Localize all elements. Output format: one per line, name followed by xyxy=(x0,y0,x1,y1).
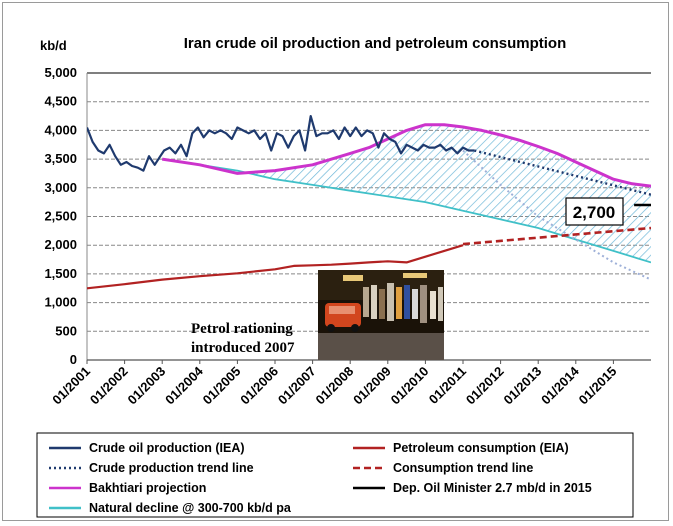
x-tick-label: 01/2009 xyxy=(350,364,394,408)
y-tick-label: 4,000 xyxy=(44,122,77,137)
legend-label: Dep. Oil Minister 2.7 mb/d in 2015 xyxy=(393,481,592,495)
x-tick-label: 01/2015 xyxy=(576,364,620,408)
legend: Crude oil production (IEA) Crude producti… xyxy=(36,432,634,518)
annotation-petrol-rationing: Petrol rationing xyxy=(191,321,293,337)
chart-canvas: Iran crude oil production and petroleum … xyxy=(36,35,651,518)
x-tick-label: 01/2005 xyxy=(200,364,244,408)
x-tick-label: 01/2011 xyxy=(426,364,469,407)
legend-label: Petroleum consumption (EIA) xyxy=(393,441,569,455)
y-axis-label: kb/d xyxy=(40,38,67,53)
callout-2700-text: 2,700 xyxy=(573,203,616,222)
y-tick-label: 3,000 xyxy=(44,180,77,195)
x-tick-label: 01/2003 xyxy=(124,364,168,408)
legend-label: Crude oil production (IEA) xyxy=(89,441,245,455)
series-line-natural-decline-steep xyxy=(462,149,651,281)
legend-label: Bakhtiari projection xyxy=(89,481,206,495)
chart-title: Iran crude oil production and petroleum … xyxy=(184,35,567,52)
legend-label: Natural decline @ 300-700 kb/d pa xyxy=(89,501,292,515)
y-tick-label: 5,000 xyxy=(44,65,77,80)
x-tick-label: 01/2001 xyxy=(49,364,93,408)
series-line-bakhtiari-projection xyxy=(161,123,651,188)
y-tick-label: 1,000 xyxy=(44,295,77,310)
series-line-consumption-trend-line xyxy=(462,226,651,246)
x-tick-label: 01/2010 xyxy=(388,364,432,408)
y-tick-label: 0 xyxy=(70,352,77,367)
y-tick-label: 1,500 xyxy=(44,266,77,281)
y-tick-label: 3,500 xyxy=(44,151,77,166)
projection-area-hatch xyxy=(162,124,651,263)
petrol-queue-photo xyxy=(318,270,444,360)
y-tick-label: 2,500 xyxy=(44,209,77,224)
y-tick-label: 2,000 xyxy=(44,237,77,252)
x-tick-label: 01/2006 xyxy=(237,364,281,408)
series-line-petroleum-consumption-eia xyxy=(87,244,464,290)
callout-2700: 2,700 xyxy=(565,197,624,226)
legend-label: Crude production trend line xyxy=(89,461,254,475)
x-tick-label: 01/2007 xyxy=(275,364,319,408)
annotation-introduced-2007: introduced 2007 xyxy=(191,340,295,356)
series-line-crude-oil-production-iea xyxy=(87,115,475,172)
x-tick-label: 01/2013 xyxy=(500,364,544,408)
series-line-crude-production-trend-line xyxy=(474,149,651,196)
x-tick-label: 01/2014 xyxy=(538,363,582,407)
x-tick-label: 01/2008 xyxy=(312,364,356,408)
chart-frame: Iran crude oil production and petroleum … xyxy=(2,2,669,521)
legend-label: Consumption trend line xyxy=(393,461,533,475)
y-tick-label: 500 xyxy=(55,323,77,338)
x-tick-label: 01/2012 xyxy=(463,364,507,408)
y-tick-label: 4,500 xyxy=(44,94,77,109)
x-tick-label: 01/2002 xyxy=(87,364,131,408)
x-tick-label: 01/2004 xyxy=(162,363,206,407)
